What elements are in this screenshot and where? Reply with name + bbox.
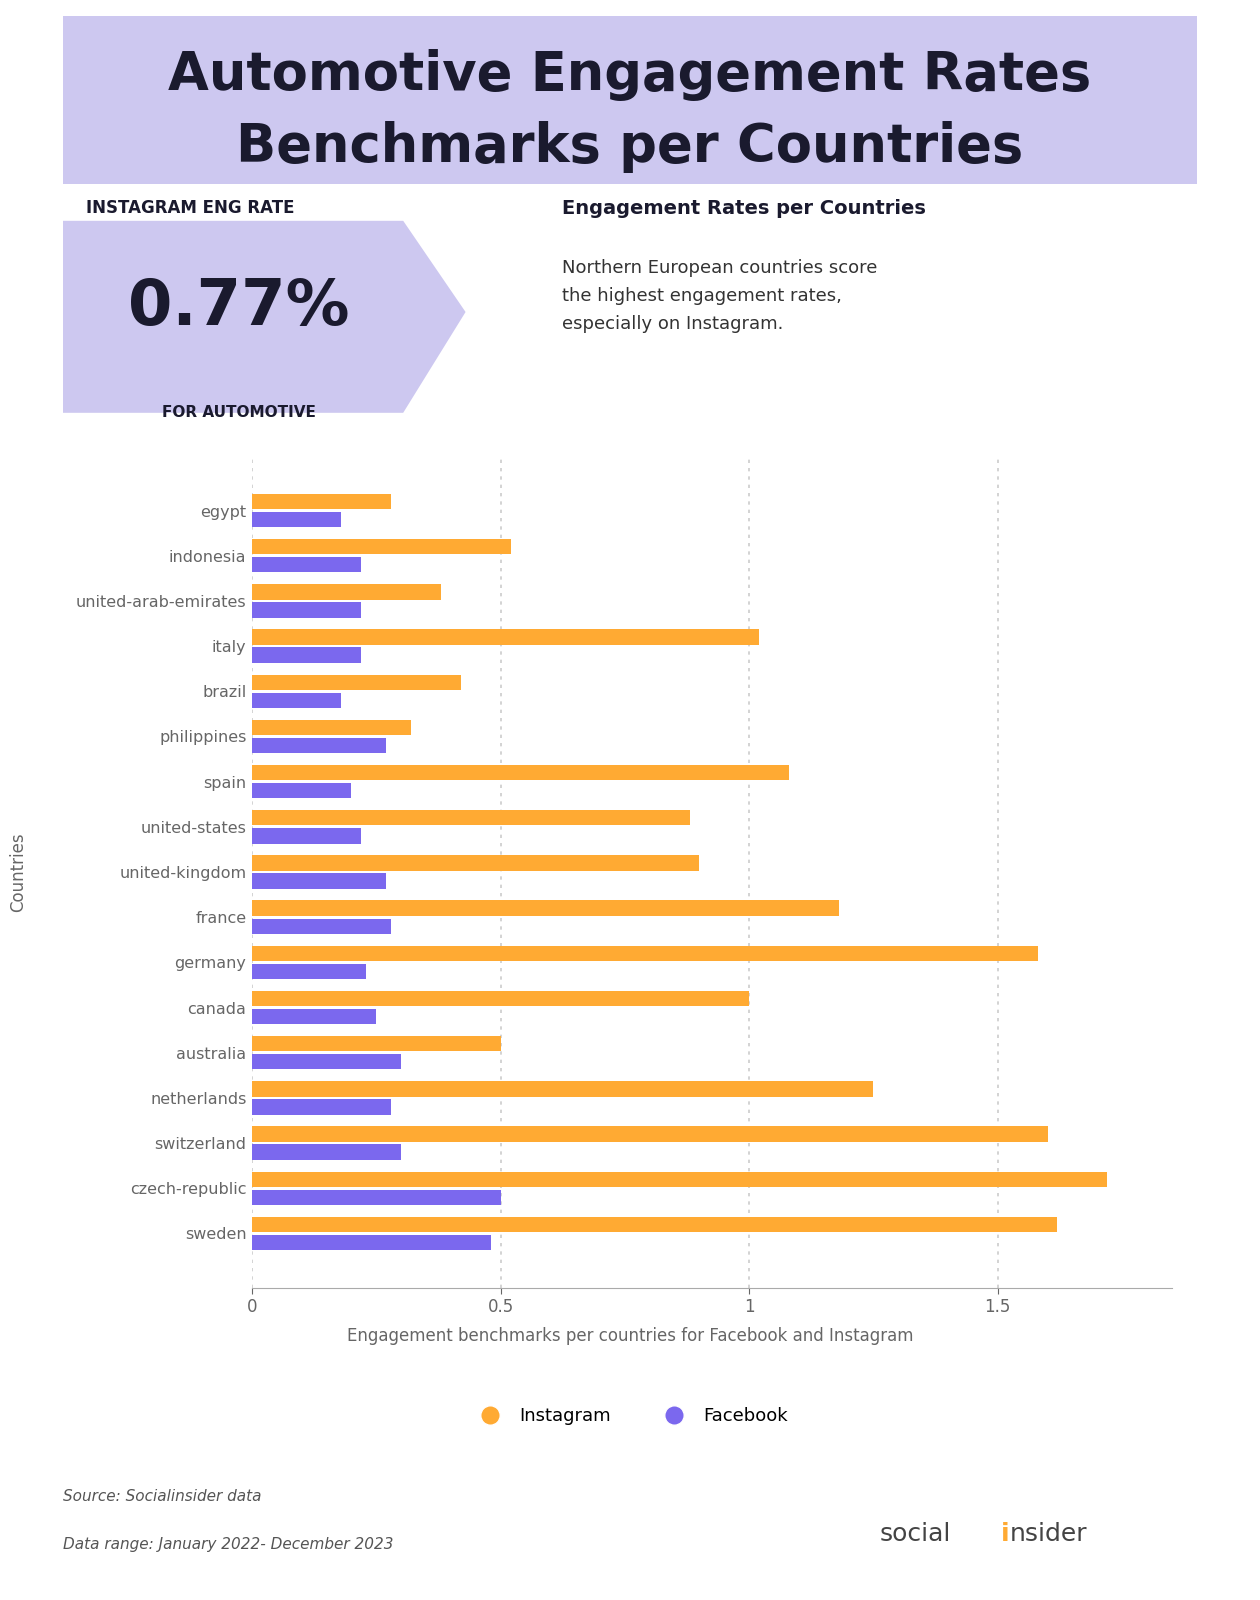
Bar [252, 1010, 377, 1024]
Bar [252, 1037, 500, 1051]
Bar [252, 1099, 391, 1115]
Text: nsider: nsider [1011, 1522, 1087, 1546]
Text: Source: Socialinsider data: Source: Socialinsider data [63, 1488, 262, 1504]
Bar [252, 1126, 1047, 1142]
Bar [252, 557, 362, 573]
Bar [252, 946, 1037, 962]
Bar [252, 782, 352, 798]
Bar [252, 738, 387, 754]
Bar [252, 675, 461, 690]
Bar [252, 1054, 401, 1069]
Bar [252, 629, 759, 645]
Bar [252, 512, 341, 528]
Text: 0.77%: 0.77% [129, 277, 349, 338]
Bar [252, 990, 750, 1006]
Bar [252, 874, 387, 888]
FancyBboxPatch shape [29, 11, 1231, 189]
Bar [252, 494, 391, 509]
Bar [252, 602, 362, 618]
Bar [252, 1144, 401, 1160]
Bar [252, 765, 789, 781]
Bar [252, 584, 441, 600]
Bar [252, 720, 411, 734]
Bar [252, 1235, 490, 1250]
Text: FOR AUTOMOTIVE: FOR AUTOMOTIVE [161, 405, 316, 419]
Bar [252, 1082, 873, 1096]
Text: social: social [879, 1522, 951, 1546]
Legend: Instagram, Facebook: Instagram, Facebook [465, 1400, 795, 1432]
Text: i: i [1000, 1522, 1009, 1546]
Bar [252, 1216, 1057, 1232]
Bar [252, 539, 510, 554]
Text: Engagement benchmarks per countries for Facebook and Instagram: Engagement benchmarks per countries for … [346, 1326, 914, 1346]
Bar [252, 829, 362, 843]
Bar [252, 648, 362, 662]
Text: Engagement Rates per Countries: Engagement Rates per Countries [562, 200, 926, 218]
Text: Northern European countries score
the highest engagement rates,
especially on In: Northern European countries score the hi… [562, 259, 877, 333]
Text: INSTAGRAM ENG RATE: INSTAGRAM ENG RATE [86, 200, 294, 218]
Y-axis label: Countries: Countries [9, 832, 28, 912]
Text: Data range: January 2022- December 2023: Data range: January 2022- December 2023 [63, 1538, 393, 1552]
Bar [252, 963, 367, 979]
Bar [252, 918, 391, 934]
Bar [252, 856, 699, 870]
Bar [252, 1171, 1108, 1187]
Bar [252, 810, 689, 826]
Bar [252, 1190, 500, 1205]
Text: Automotive Engagement Rates: Automotive Engagement Rates [169, 48, 1091, 101]
Bar [252, 901, 839, 915]
Polygon shape [63, 221, 466, 413]
Text: Benchmarks per Countries: Benchmarks per Countries [237, 122, 1023, 173]
Bar [252, 693, 341, 707]
